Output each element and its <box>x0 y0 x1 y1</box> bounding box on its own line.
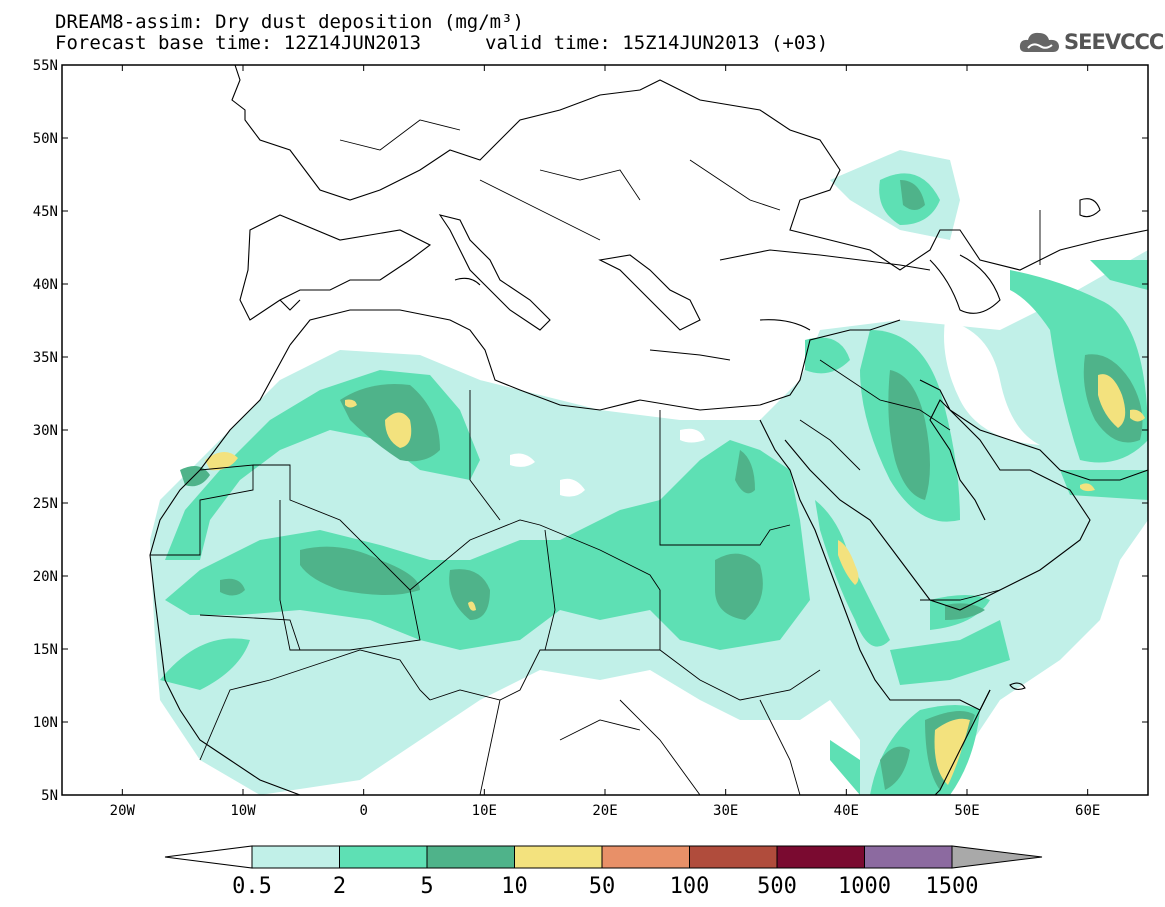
lon-tick-label: 30E <box>713 803 738 819</box>
lon-tick-label: 10E <box>472 803 497 819</box>
lat-tick-label: 20N <box>33 569 58 585</box>
logo-text: SEEVCCC <box>1064 30 1164 54</box>
colorbar-label: 500 <box>757 874 797 899</box>
colorbar-label: 0.5 <box>232 874 272 899</box>
seevccc-logo: SEEVCCC <box>1018 26 1164 58</box>
longitude-axis: 20W 10W 0 10E 20E 30E 40E 50E 60E <box>110 65 1100 819</box>
deposition-level-10 <box>205 374 1145 785</box>
lat-tick-label: 35N <box>33 350 58 366</box>
colorbar-label: 10 <box>501 874 528 899</box>
colorbar-swatch <box>689 845 778 869</box>
colorbar-label: 50 <box>589 874 616 899</box>
lat-tick-label: 30N <box>33 423 58 439</box>
colorbar-label: 5 <box>420 874 433 899</box>
lon-tick-label: 20E <box>592 803 617 819</box>
lon-tick-label: 50E <box>954 803 979 819</box>
colorbar-over-arrow <box>951 845 1043 869</box>
lon-tick-label: 60E <box>1075 803 1100 819</box>
colorbar-swatch <box>514 845 603 869</box>
colorbar-label: 100 <box>670 874 710 899</box>
colorbar-swatch <box>864 845 953 869</box>
lat-tick-label: 5N <box>41 788 58 804</box>
sea-gaps <box>480 256 1100 497</box>
valid-time: valid time: 15Z14JUN2013 (+03) <box>485 32 829 54</box>
coastlines-borders <box>149 65 1148 795</box>
lat-tick-label: 10N <box>33 715 58 731</box>
latitude-axis: 55N 50N 45N 40N 35N 30N 25N 20N 15N 10N 5N <box>33 58 1148 804</box>
political-borders <box>150 119 1041 795</box>
lat-tick-label: 45N <box>33 204 58 220</box>
colorbar-swatch <box>339 845 428 869</box>
colorbar-swatch <box>251 845 340 869</box>
colorbar-label: 1500 <box>926 874 979 899</box>
lat-tick-label: 15N <box>33 642 58 658</box>
colorbar-label: 1000 <box>838 874 891 899</box>
forecast-base-time: Forecast base time: 12Z14JUN2013 <box>55 32 422 54</box>
lat-tick-label: 50N <box>33 131 58 147</box>
lon-tick-label: 0 <box>359 803 367 819</box>
lat-tick-label: 55N <box>33 58 58 74</box>
lon-tick-label: 20W <box>110 803 136 819</box>
lon-tick-label: 10W <box>230 803 256 819</box>
cloud-icon <box>1019 32 1059 52</box>
colorbar-swatch <box>426 845 515 869</box>
colorbar-label: 2 <box>333 874 346 899</box>
dust-fields <box>150 150 1148 795</box>
colorbar-swatch <box>776 845 865 869</box>
colorbar-legend: 0.5 2 5 10 50 100 500 1000 1500 <box>164 845 1043 899</box>
colorbar-under-arrow <box>164 845 253 869</box>
lat-tick-label: 40N <box>33 277 58 293</box>
colorbar-swatch <box>601 845 690 869</box>
lon-tick-label: 40E <box>834 803 859 819</box>
lat-tick-label: 25N <box>33 496 58 512</box>
map-title: DREAM8-assim: Dry dust deposition (mg/m³… <box>55 11 524 33</box>
